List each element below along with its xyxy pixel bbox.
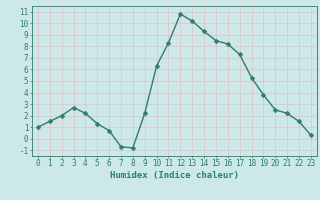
X-axis label: Humidex (Indice chaleur): Humidex (Indice chaleur) [110, 171, 239, 180]
